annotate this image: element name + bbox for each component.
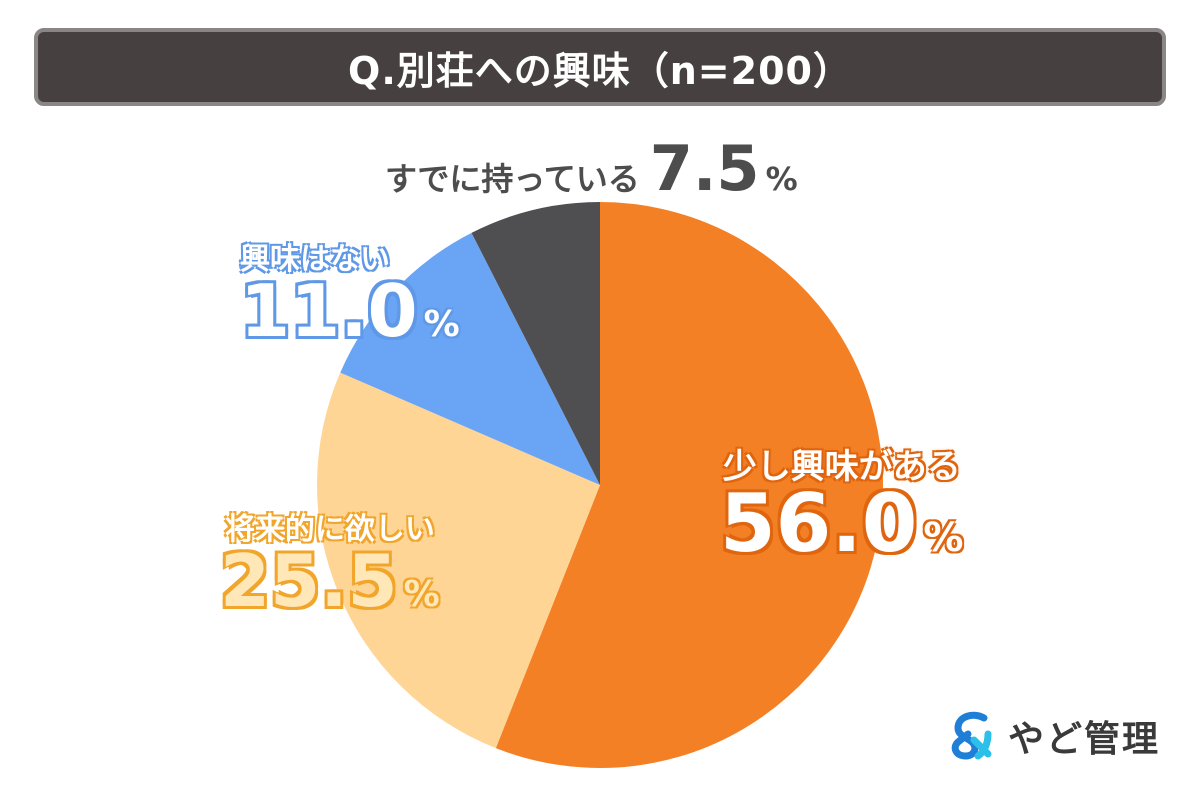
slice-category-0: 少し興味がある [722,447,961,487]
chart-title: Q.別荘への興味（n=200） [348,48,852,93]
pie-slice-0 [495,202,884,768]
brand-name: やど管理 [1007,719,1160,760]
slice-label-0: 少し興味がある 56.0% [720,450,963,564]
slice-label-2: 興味はない 11.0% [240,242,460,353]
slice-value-2: 11.0 [240,269,418,353]
slice-category-1: 将来的に欲しい [224,512,435,547]
slice-unit-0: % [923,515,964,561]
slice-value-1: 25.5 [220,539,398,623]
slice-unit-2: % [423,304,460,345]
slice-category-3: すでに持っている [385,160,640,198]
slice-label-1: 将来的に欲しい 25.5% [220,512,440,623]
slice-unit-3: % [765,160,798,198]
pie-slice-3 [471,202,600,485]
slice-label-3: すでに持っている 7.5% [385,138,798,200]
slice-value-0: 56.0 [720,477,918,570]
slice-unit-1: % [403,574,440,615]
brand-logo: やど管理 [944,710,1160,762]
title-bar: Q.別荘への興味（n=200） [34,28,1166,106]
slice-category-2: 興味はない [240,242,390,277]
slice-value-3: 7.5 [649,132,760,205]
pie-slice-1 [316,372,600,749]
pie-slice-2 [340,232,600,485]
ampersand-logo-icon [951,711,992,760]
